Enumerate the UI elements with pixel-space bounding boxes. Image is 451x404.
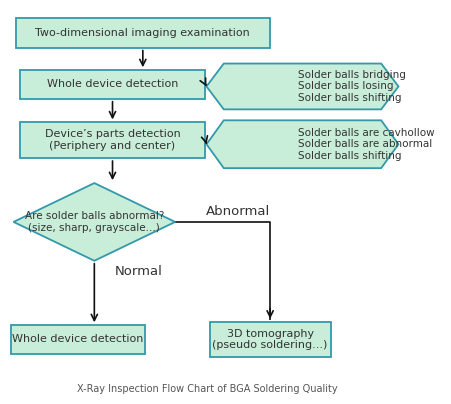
FancyBboxPatch shape — [19, 70, 205, 99]
FancyBboxPatch shape — [209, 322, 330, 358]
Polygon shape — [206, 63, 398, 109]
Text: Device’s parts detection
(Periphery and center): Device’s parts detection (Periphery and … — [45, 129, 180, 151]
Text: X-Ray Inspection Flow Chart of BGA Soldering Quality: X-Ray Inspection Flow Chart of BGA Solde… — [77, 384, 337, 394]
Text: 3D tomography
(pseudo soldering...): 3D tomography (pseudo soldering...) — [212, 329, 327, 350]
Text: Whole device detection: Whole device detection — [13, 335, 143, 345]
Text: Solder balls are cavhollow
Solder balls are abnormal
Solder balls shifting: Solder balls are cavhollow Solder balls … — [297, 128, 433, 161]
FancyBboxPatch shape — [11, 325, 144, 354]
Text: Whole device detection: Whole device detection — [47, 80, 178, 89]
FancyBboxPatch shape — [15, 18, 270, 48]
Text: Normal: Normal — [114, 265, 162, 278]
Text: Two-dimensional imaging examination: Two-dimensional imaging examination — [35, 27, 250, 38]
FancyBboxPatch shape — [19, 122, 205, 158]
Polygon shape — [206, 120, 398, 168]
Text: Abnormal: Abnormal — [205, 205, 269, 218]
Text: Solder balls bridging
Solder balls losing
Solder balls shifting: Solder balls bridging Solder balls losin… — [297, 70, 405, 103]
Polygon shape — [14, 183, 175, 261]
Text: Are solder balls abnormal?
(size, sharp, grayscale...): Are solder balls abnormal? (size, sharp,… — [25, 211, 164, 233]
